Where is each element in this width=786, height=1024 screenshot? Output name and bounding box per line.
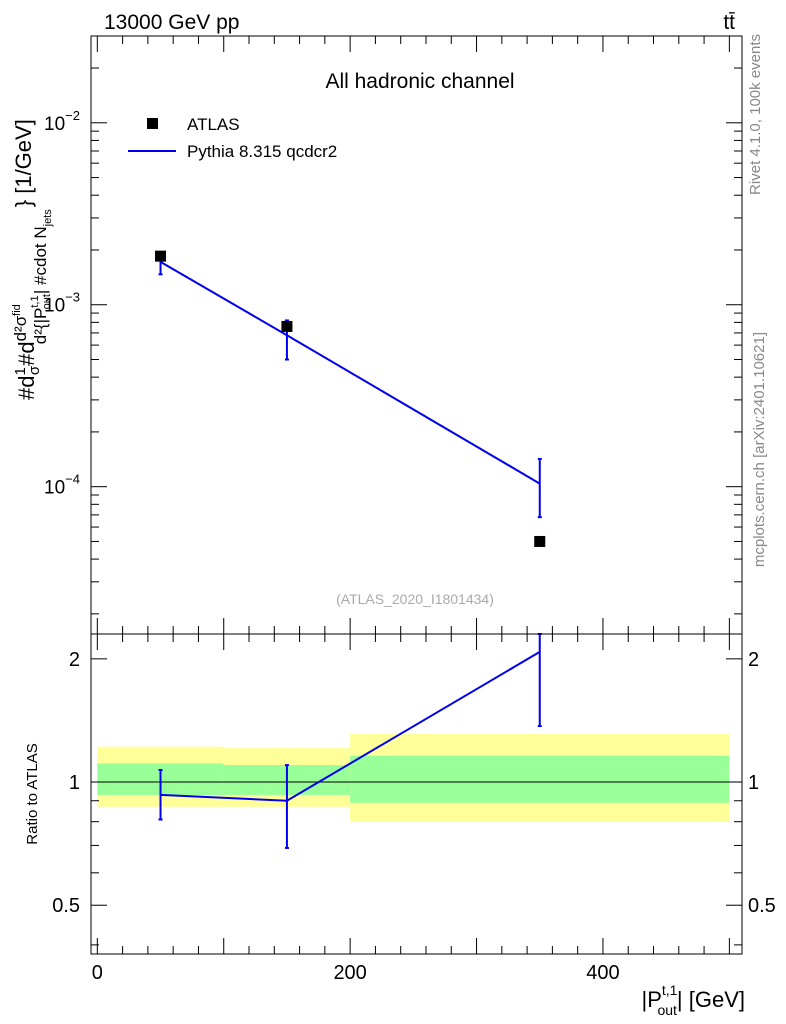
ratio-y-axis-label: Ratio to ATLAS <box>24 743 41 844</box>
legend-label-atlas: ATLAS <box>187 115 240 134</box>
legend: ATLAS Pythia 8.315 qcdcr2 <box>128 115 337 161</box>
main-y-axis-label: #d1σ#dd²σfid d²{|Pt,1out| #cdot Njets} [1… <box>11 119 54 400</box>
main-plot-title: All hadronic channel <box>325 70 514 93</box>
pythia-line <box>160 261 541 485</box>
ratio-plot-panel: 0.5 0.5 1 1 2 2 0 200 400 Ratio to ATLAS |Pt,1 ou… <box>24 633 776 1018</box>
ratio-plot-frame <box>90 633 743 955</box>
rivet-label: Rivet 4.1.0, 100k events <box>747 34 764 195</box>
main-y-tick-label: 10−4 <box>44 472 80 499</box>
ratio-stat-uncertainty-band <box>350 755 730 803</box>
header-right-label: tt̄ <box>723 11 735 34</box>
legend-marker-atlas <box>147 118 158 129</box>
ratio-y-tick-label: 2 <box>69 649 80 671</box>
main-y-tick-label: 10−2 <box>44 108 80 135</box>
mcplots-label: mcplots.cern.ch [arXiv:2401.10621] <box>751 332 768 567</box>
ratio-y-tick-label: 1 <box>69 772 80 794</box>
ratio-y-tick-label: 0.5 <box>52 895 80 917</box>
ratio-x-tick-label: 400 <box>586 962 619 984</box>
ratio-y-tick-label-right: 2 <box>748 649 759 671</box>
ratio-x-axis-label: |Pt,1 out| [GeV] <box>641 982 745 1018</box>
ratio-x-tick-label: 200 <box>333 962 366 984</box>
legend-label-pythia: Pythia 8.315 qcdcr2 <box>187 142 337 161</box>
ratio-y-tick-label-right: 1 <box>748 772 759 794</box>
ratio-y-tick-label-right: 0.5 <box>748 895 776 917</box>
atlas-data-point <box>281 320 293 332</box>
atlas-data-point <box>534 535 546 547</box>
main-plot-panel: 10−410−310−2 All hadronic channel (ATLAS… <box>11 35 743 635</box>
ratio-x-tick-label: 0 <box>92 962 103 984</box>
header-left-label: 13000 GeV pp <box>104 11 239 34</box>
watermark-label: (ATLAS_2020_I1801434) <box>336 591 494 607</box>
atlas-data-point <box>155 250 167 262</box>
svg-text:|Pt,1out| [GeV]: |Pt,1 out| [GeV] <box>641 982 745 1018</box>
